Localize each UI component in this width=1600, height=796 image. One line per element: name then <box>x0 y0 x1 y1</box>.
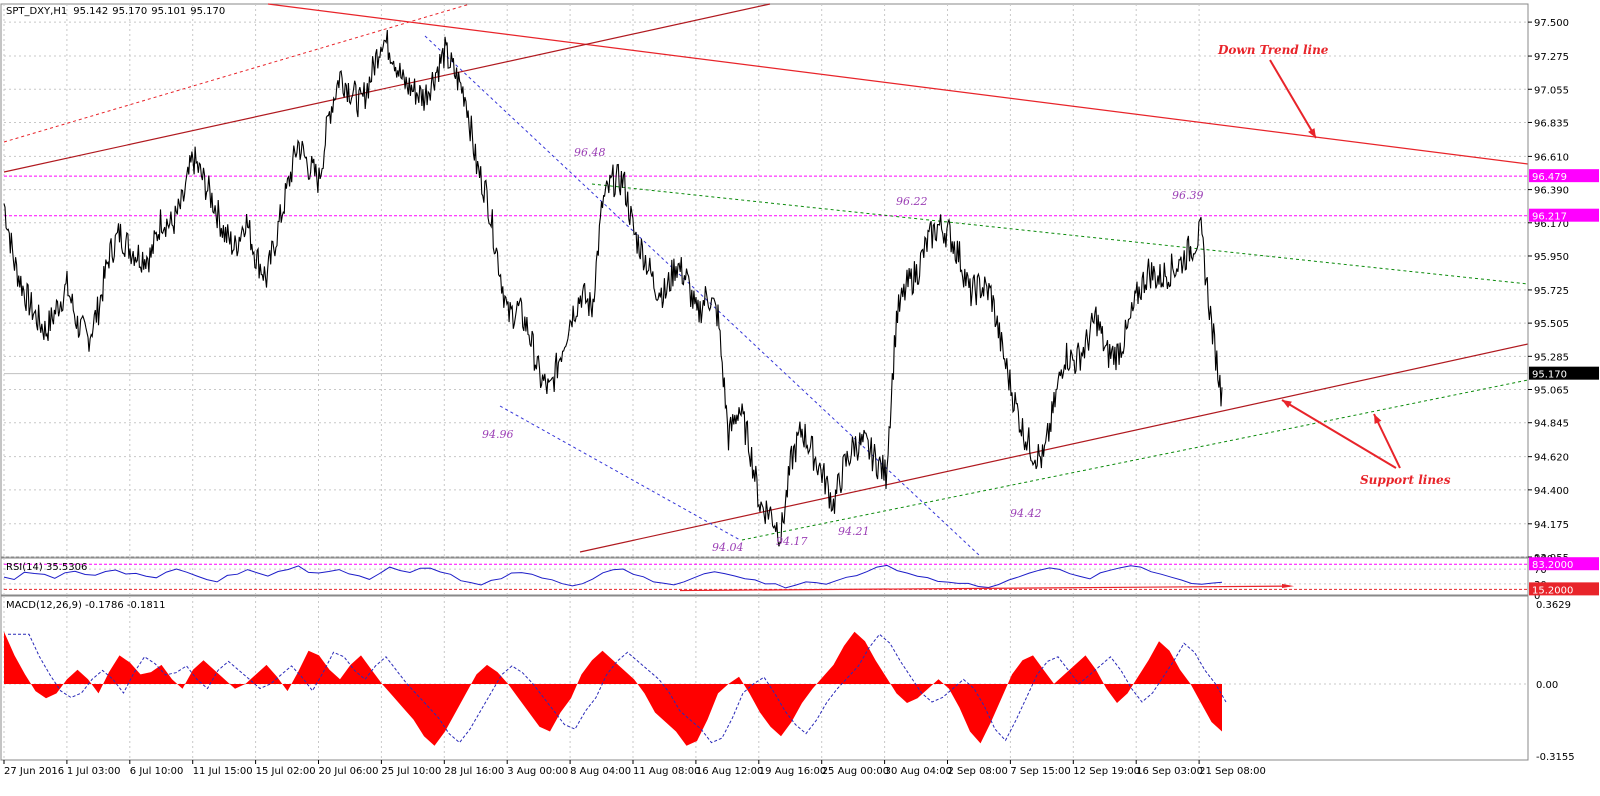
time-tick-label: 19 Aug 16:00 <box>759 766 826 777</box>
tag-resistance-2-bg <box>1529 208 1599 222</box>
price-label-96-39: 96.39 <box>1172 189 1204 202</box>
time-tick-label: 11 Jul 15:00 <box>193 766 253 777</box>
price-tick-label: 95.285 <box>1534 352 1569 363</box>
upper-channel-line <box>3 3 771 173</box>
support-line-red <box>579 343 1529 553</box>
symbol-title: SPT_DXY,H1 <box>6 6 67 17</box>
price-label-94-17: 94.17 <box>776 535 808 548</box>
time-tick-label: 11 Aug 08:00 <box>633 766 700 777</box>
rsi-title: RSI(14) 35.5306 <box>6 562 87 573</box>
time-tick-label: 27 Jun 2016 <box>4 766 64 777</box>
price-tick-label: 96.610 <box>1534 152 1569 163</box>
rsi-panel <box>3 563 1528 592</box>
macd-tick-label: 0.3629 <box>1536 600 1571 611</box>
down-trend-arrow <box>1269 59 1317 139</box>
down-trend-line <box>267 3 1529 165</box>
support-arrow-2-head <box>1374 414 1382 424</box>
down-trend-label: Down Trend line <box>1217 43 1329 57</box>
time-tick-label: 16 Aug 12:00 <box>696 766 763 777</box>
support-lines-label: Support lines <box>1360 473 1451 487</box>
rsi-support-line <box>679 585 1291 592</box>
macd-histogram <box>4 631 1222 746</box>
support-line-green <box>741 379 1529 541</box>
price-label-94-04: 94.04 <box>712 541 744 554</box>
time-tick-label: 8 Aug 04:00 <box>570 766 631 777</box>
ohlc-open: 95.142 <box>73 6 108 17</box>
tag-resistance-1: 96.479 <box>1532 172 1567 183</box>
chart-title: SPT_DXY,H1 95.142 95.170 95.101 95.170 <box>6 6 225 17</box>
price-tick-label: 95.505 <box>1534 319 1569 330</box>
price-tick-label: 96.170 <box>1534 219 1569 230</box>
down-trend-arrow-head <box>1308 128 1316 138</box>
price-tick-label: 94.400 <box>1534 486 1569 497</box>
time-axis: 27 Jun 2016 1 Jul 03:00 6 Jul 10:00 11 Jul … <box>3 760 1266 777</box>
rsi-support-arrow-head <box>1282 583 1294 588</box>
price-label-94-21: 94.21 <box>838 525 870 538</box>
price-tick-label: 94.620 <box>1534 453 1569 464</box>
tag-resistance-2: 96.217 <box>1532 212 1567 223</box>
macd-tick-label: -0.3155 <box>1536 752 1575 763</box>
price-label-96-48: 96.48 <box>574 146 606 159</box>
price-panel <box>3 3 1529 557</box>
time-tick-label: 16 Sep 03:00 <box>1136 766 1203 777</box>
time-tick-label: 1 Jul 03:00 <box>67 766 121 777</box>
price-label-94-96: 94.96 <box>482 428 514 441</box>
price-tick-label: 96.390 <box>1534 186 1569 197</box>
panel-frame <box>0 3 1529 558</box>
ohlc-low: 95.101 <box>151 6 186 17</box>
time-tick-label: 20 Jul 06:00 <box>319 766 379 777</box>
tag-resistance-1-bg <box>1529 169 1599 183</box>
tag-current-price-bg <box>1529 366 1599 380</box>
tag-current-price: 95.170 <box>1532 370 1567 381</box>
grid-lines <box>3 4 1528 760</box>
price-label-96-22: 96.22 <box>896 195 928 208</box>
price-tick-label: 97.500 <box>1534 18 1569 29</box>
macd-title: MACD(12,26,9) -0.1786 -0.1811 <box>6 600 166 611</box>
price-tick-label: 96.835 <box>1534 118 1569 129</box>
price-tick-label: 97.275 <box>1534 52 1569 63</box>
price-tick-label: 94.845 <box>1534 419 1569 430</box>
falling-channel-upper <box>424 35 981 557</box>
price-series-line <box>3 29 1223 547</box>
ohlc-high: 95.170 <box>112 6 147 17</box>
rsi-series-line <box>3 564 1223 589</box>
time-tick-label: 25 Aug 00:00 <box>822 766 889 777</box>
support-arrow-1-head <box>1282 400 1292 408</box>
price-tick-label: 95.725 <box>1534 286 1569 297</box>
time-tick-label: 25 Jul 10:00 <box>381 766 441 777</box>
tag-rsi-upper-bg <box>1529 557 1599 571</box>
price-label-94-42: 94.42 <box>1010 507 1042 520</box>
price-tick-label: 97.055 <box>1534 85 1569 96</box>
tag-rsi-lower-bg <box>1529 582 1599 596</box>
macd-signal-line <box>8 633 1227 744</box>
ohlc-close: 95.170 <box>190 6 225 17</box>
tag-rsi-lower: 15.2000 <box>1532 585 1573 596</box>
time-tick-label: 3 Aug 00:00 <box>507 766 568 777</box>
time-tick-label: 15 Jul 02:00 <box>256 766 316 777</box>
resistance-line-green <box>591 183 1529 285</box>
macd-axis: 0.3629 0.00 -0.3155 <box>1536 600 1575 763</box>
falling-channel-lower <box>499 405 741 541</box>
price-tick-label: 95.950 <box>1534 252 1569 263</box>
panel-frames <box>0 3 1529 761</box>
macd-tick-label: 0.00 <box>1536 680 1558 691</box>
rsi-tick-label: 0 <box>1534 591 1540 602</box>
time-tick-label: 12 Sep 19:00 <box>1073 766 1140 777</box>
support-arrow-2 <box>1373 413 1401 469</box>
price-tick-label: 95.065 <box>1534 386 1569 397</box>
time-tick-label: 28 Jul 16:00 <box>444 766 504 777</box>
time-tick-label: 6 Jul 10:00 <box>130 766 184 777</box>
support-arrow-1 <box>1281 399 1397 469</box>
price-tick-label: 94.175 <box>1534 520 1569 531</box>
rsi-tick-label: 70 <box>1534 565 1547 576</box>
time-tick-label: 30 Aug 04:00 <box>885 766 952 777</box>
time-tick-label: 21 Sep 08:00 <box>1199 766 1266 777</box>
macd-panel <box>4 631 1227 746</box>
time-tick-label: 2 Sep 08:00 <box>948 766 1008 777</box>
time-tick-label: 7 Sep 15:00 <box>1010 766 1070 777</box>
tag-rsi-upper: 83.2000 <box>1532 560 1573 571</box>
price-axis: 97.500 97.275 97.055 96.835 96.610 96.390 96.1… <box>1527 4 1599 760</box>
